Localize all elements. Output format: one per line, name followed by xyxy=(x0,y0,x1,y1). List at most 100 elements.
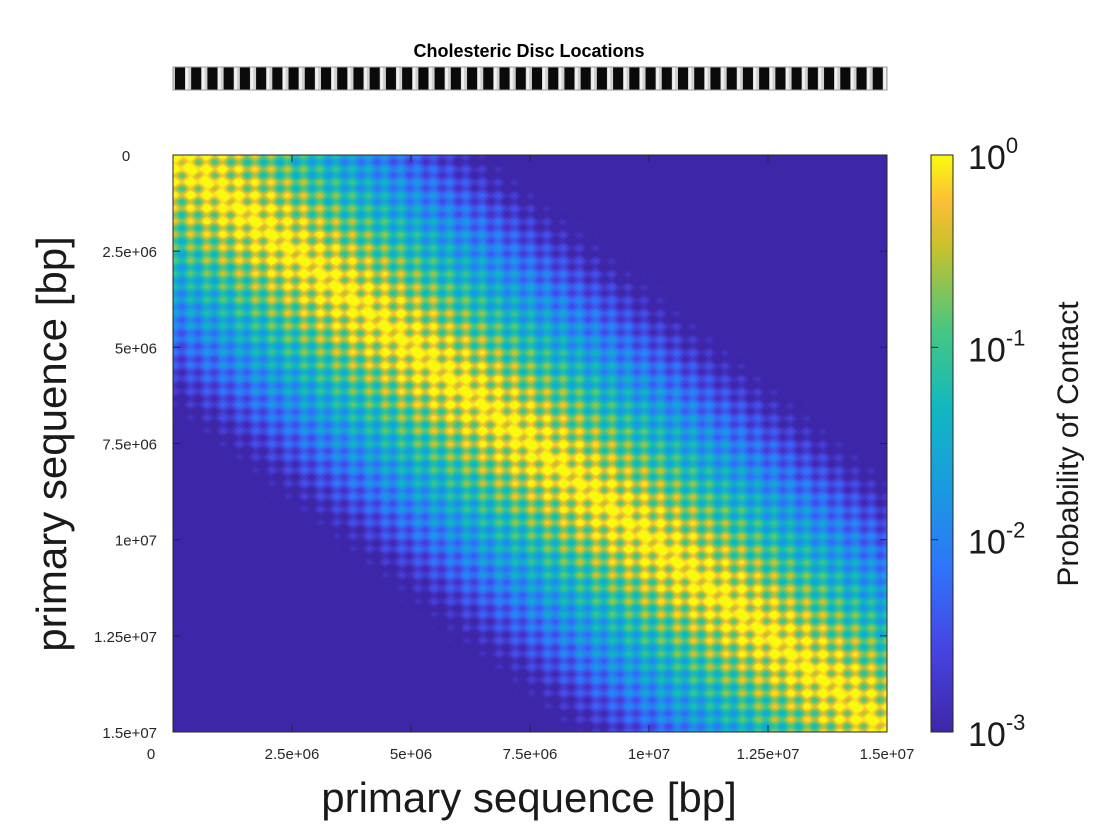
disc-mark xyxy=(694,67,705,90)
y-tick-label: 5e+06 xyxy=(115,340,157,357)
disc-gap xyxy=(883,67,887,90)
disc-mark xyxy=(564,67,575,90)
disc-mark xyxy=(320,67,332,90)
disc-mark xyxy=(596,67,607,90)
disc-mark xyxy=(791,67,802,90)
disc-mark xyxy=(418,67,429,90)
disc-mark xyxy=(256,67,267,90)
disc-gap xyxy=(477,67,481,90)
y-axis-label: primary sequence [bp] xyxy=(28,236,75,652)
x-tick-label: 5e+06 xyxy=(390,746,432,763)
colorbar-tick-label: 10-3 xyxy=(968,710,1025,754)
disc-gap xyxy=(656,67,659,90)
strip-title: Cholesteric Disc Locations xyxy=(413,41,644,61)
disc-gap xyxy=(299,67,302,90)
colorbar-tick-label: 10-1 xyxy=(968,325,1025,369)
disc-gap xyxy=(429,67,432,90)
disc-mark xyxy=(239,67,250,90)
disc-gap xyxy=(445,67,448,90)
disc-mark xyxy=(645,67,656,90)
disc-mark xyxy=(613,67,624,90)
disc-gap xyxy=(185,67,189,90)
disc-gap xyxy=(802,67,805,90)
disc-mark xyxy=(174,67,186,90)
disc-gap xyxy=(867,67,870,90)
heatmap-image xyxy=(173,155,887,732)
disc-gap xyxy=(315,67,319,90)
colorbar xyxy=(930,154,954,733)
disc-mark xyxy=(742,67,753,90)
y-tick-label: 1.25e+07 xyxy=(94,629,157,646)
y-axis-ticks: 0 2.5e+06 5e+06 7.5e+06 1e+07 1.25e+07 1.5e+07 xyxy=(94,148,887,742)
x-tick-label: 0 xyxy=(147,746,155,763)
disc-gap xyxy=(591,67,594,90)
disc-location-strip xyxy=(172,66,888,91)
disc-mark xyxy=(304,67,315,90)
disc-mark xyxy=(191,67,202,90)
disc-mark xyxy=(629,67,640,90)
disc-mark xyxy=(272,67,283,90)
disc-gap xyxy=(493,67,497,90)
disc-gap xyxy=(834,67,838,90)
disc-mark xyxy=(450,67,461,90)
disc-mark xyxy=(467,67,478,90)
disc-gap xyxy=(396,67,400,90)
disc-mark xyxy=(207,67,218,90)
disc-mark xyxy=(580,67,591,90)
disc-mark xyxy=(499,67,510,90)
disc-gap xyxy=(234,67,237,90)
disc-mark xyxy=(402,67,413,90)
disc-gap xyxy=(283,67,286,90)
disc-mark xyxy=(531,67,543,90)
disc-mark xyxy=(369,67,380,90)
disc-mark xyxy=(353,67,364,90)
disc-gap xyxy=(461,67,465,90)
x-tick-label: 1e+07 xyxy=(628,746,670,763)
disc-gap xyxy=(704,67,708,90)
disc-gap xyxy=(347,67,351,90)
disc-gap xyxy=(769,67,773,90)
disc-gap xyxy=(331,67,335,90)
colorbar-label: Probability of Contact xyxy=(1052,301,1085,587)
y-tick-label: 2.5e+06 xyxy=(102,244,157,261)
disc-mark xyxy=(483,67,494,90)
strip-frame xyxy=(172,66,888,91)
x-tick-label: 1.25e+07 xyxy=(737,746,800,763)
disc-mark xyxy=(223,67,234,90)
disc-mark xyxy=(807,67,818,90)
disc-gap xyxy=(380,67,383,90)
disc-mark xyxy=(824,67,835,90)
disc-mark xyxy=(434,67,445,90)
disc-mark xyxy=(759,67,770,90)
disc-gap xyxy=(721,67,724,90)
colorbar-tick-label: 100 xyxy=(968,133,1018,177)
disc-mark xyxy=(872,67,883,90)
disc-gap xyxy=(786,67,789,90)
y-tick-label: 7.5e+06 xyxy=(102,437,157,454)
disc-gap xyxy=(558,67,562,90)
disc-gap xyxy=(737,67,740,90)
x-tick-label: 7.5e+06 xyxy=(503,746,558,763)
disc-mark xyxy=(661,67,672,90)
disc-gap xyxy=(672,67,676,90)
x-tick-label: 1.5e+07 xyxy=(860,746,915,763)
disc-gap xyxy=(364,67,367,90)
disc-mark xyxy=(677,67,689,90)
disc-gap xyxy=(753,67,757,90)
disc-mark xyxy=(385,67,396,90)
disc-mark xyxy=(337,67,348,90)
disc-gap xyxy=(218,67,221,90)
disc-gap xyxy=(412,67,416,90)
disc-gap xyxy=(623,67,627,90)
x-axis-label: primary sequence [bp] xyxy=(321,774,737,821)
disc-mark xyxy=(840,67,851,90)
disc-gap xyxy=(850,67,854,90)
disc-gap xyxy=(510,67,513,90)
contact-heatmap xyxy=(173,155,887,732)
x-tick-label: 2.5e+06 xyxy=(265,746,320,763)
disc-mark xyxy=(856,67,867,90)
disc-mark xyxy=(288,67,299,90)
colorbar-ticks: 100 10-1 10-2 10-3 xyxy=(931,133,1025,754)
y-tick-label: 1e+07 xyxy=(115,533,157,550)
